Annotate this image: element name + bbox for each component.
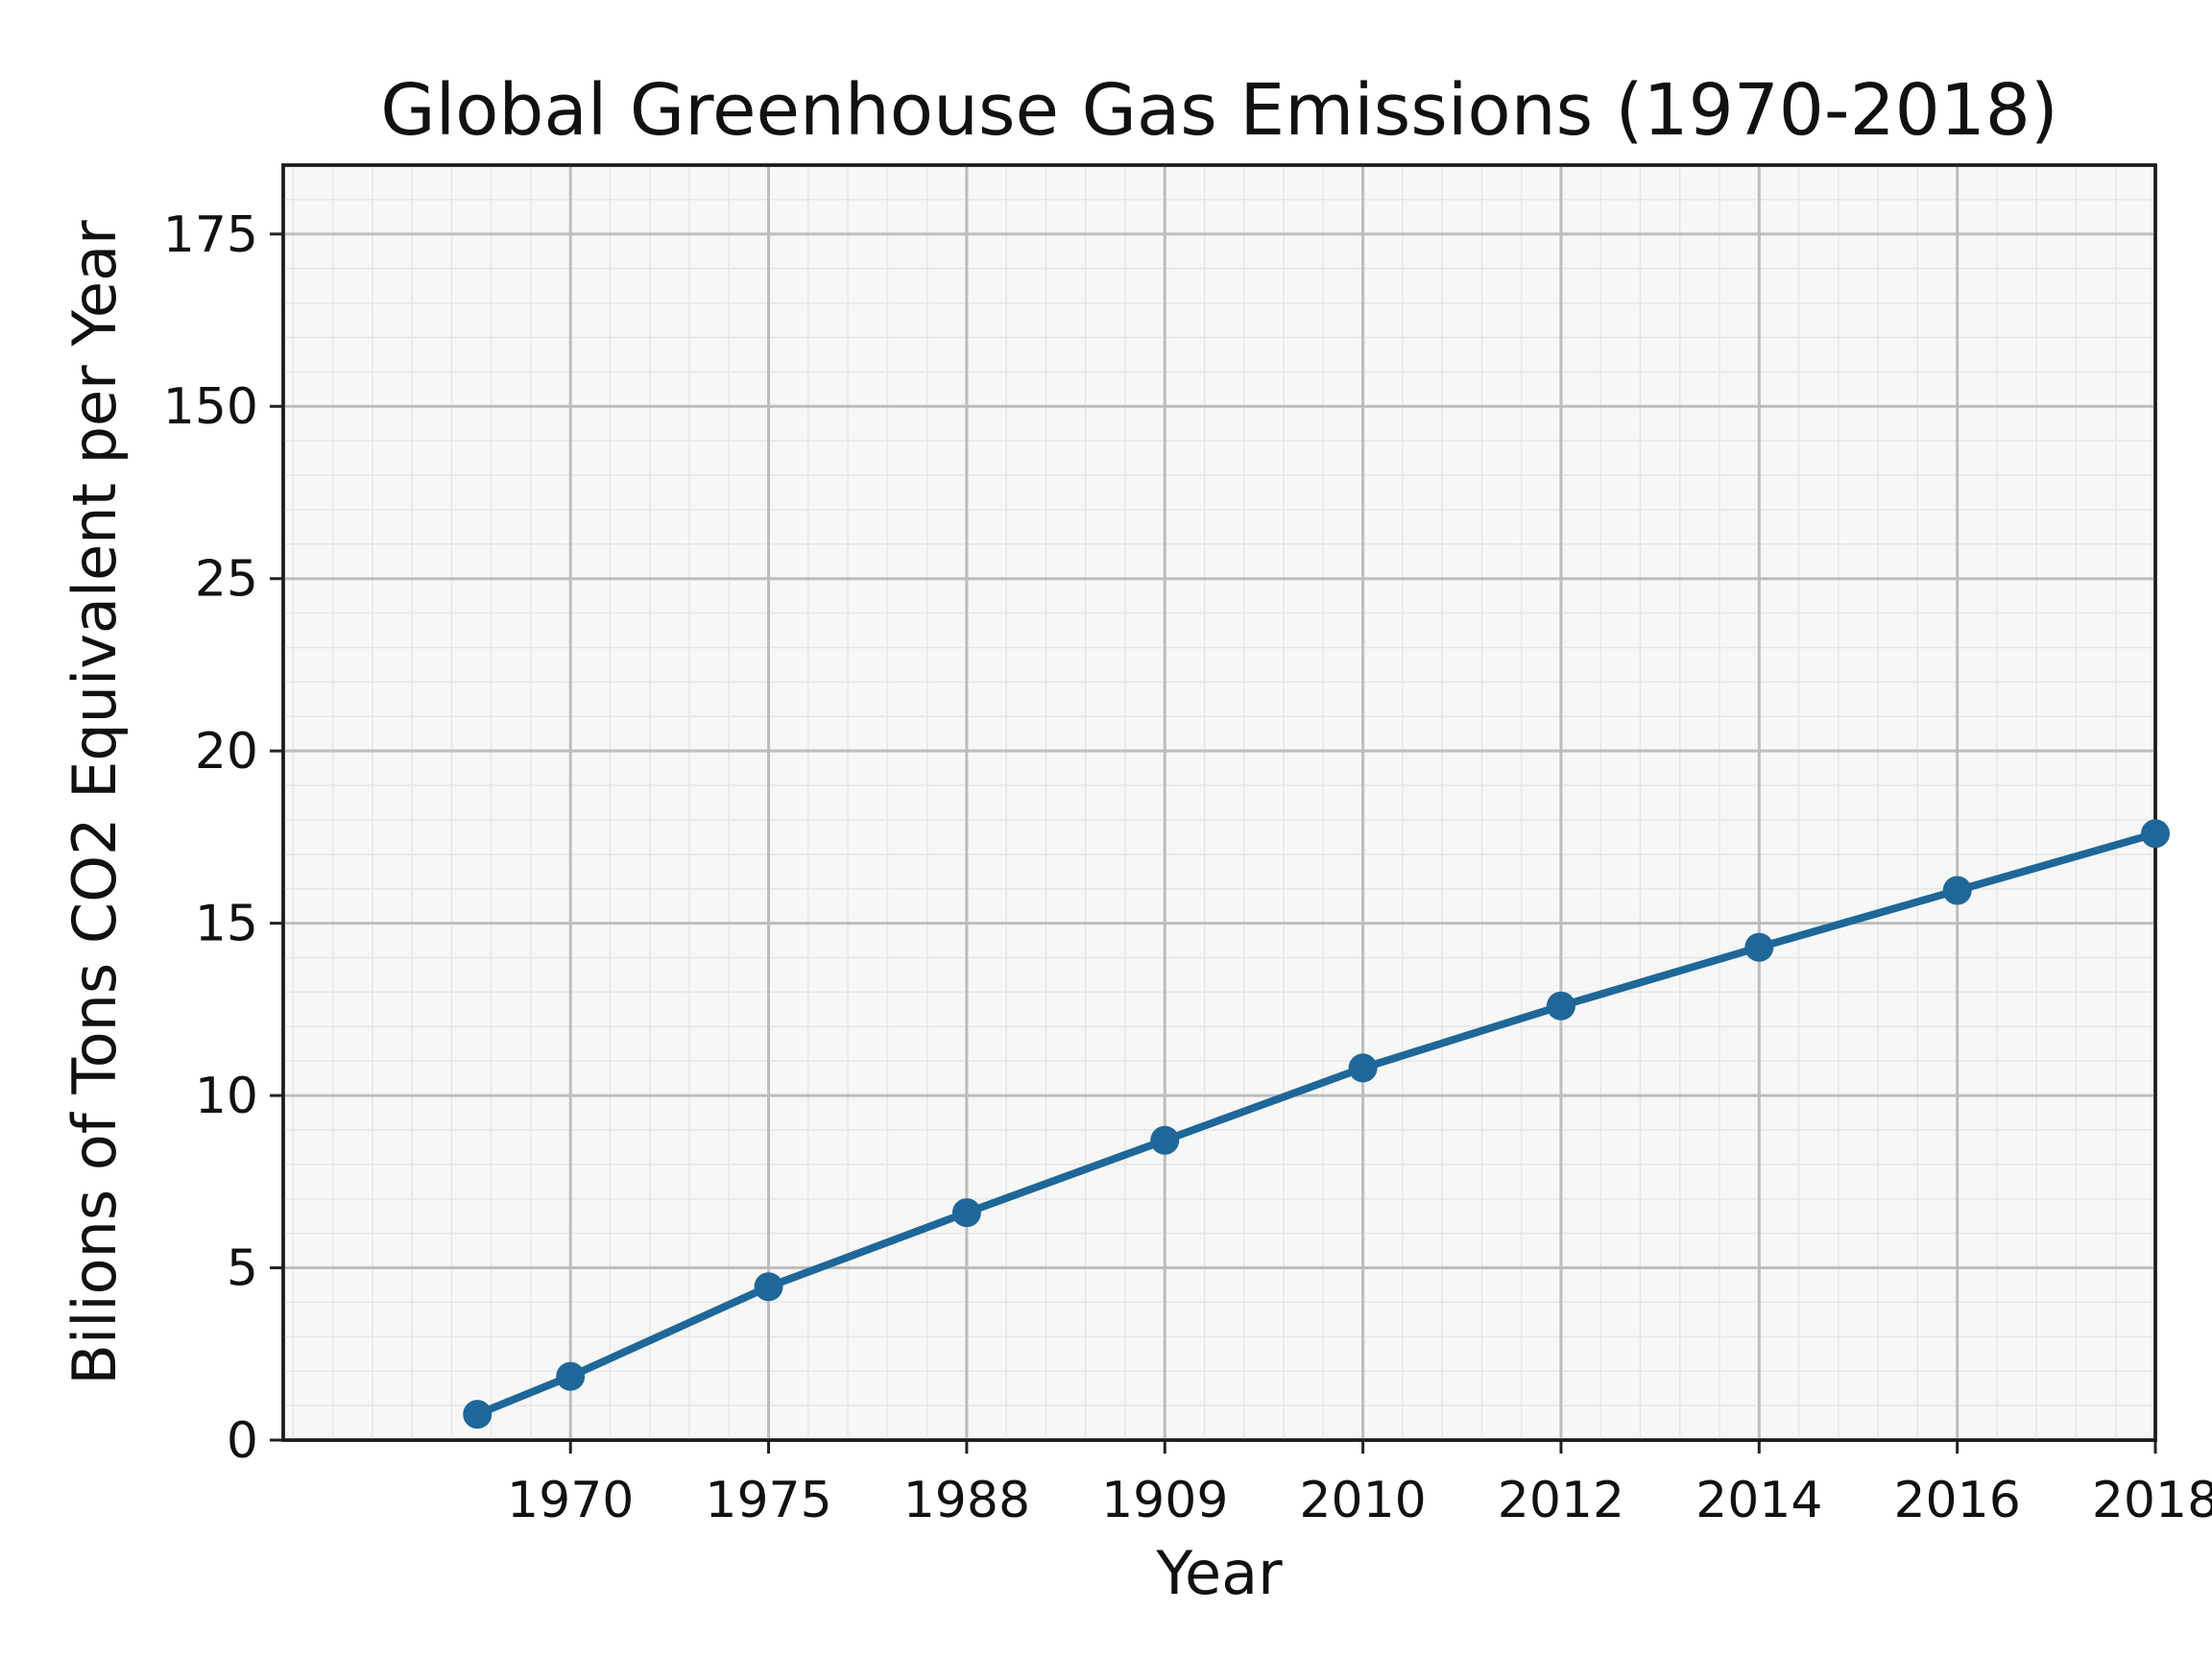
y-axis-label: Bilions of Tons CO2 Equivalent per Year [60, 220, 130, 1385]
y-tick-label: 10 [195, 1068, 258, 1125]
y-tick-label: 175 [163, 206, 258, 264]
x-tick-label: 1975 [705, 1472, 831, 1529]
data-point [1546, 991, 1575, 1021]
x-tick-label: 2018 [2092, 1472, 2212, 1529]
plot-area [281, 163, 2157, 1442]
x-tick-label: 1988 [903, 1472, 1030, 1529]
data-point [1348, 1053, 1378, 1083]
y-tick-label: 20 [195, 723, 258, 781]
x-axis-ticks: 1970 1975 1988 1909 2010 2012 2014 2016 2018 [507, 1440, 2212, 1529]
series-layer [463, 819, 2170, 1430]
y-tick-label: 5 [227, 1240, 258, 1298]
data-point [463, 1400, 493, 1430]
y-tick-label: 0 [227, 1412, 258, 1470]
data-point [2141, 819, 2170, 849]
x-tick-label: 2010 [1299, 1472, 1426, 1529]
y-tick-label: 15 [195, 896, 258, 953]
data-point [754, 1272, 783, 1302]
y-tick-label: 150 [163, 378, 258, 436]
y-axis-ticks: 0 5 10 15 20 25 150 175 [163, 206, 283, 1470]
x-tick-label: 1909 [1101, 1472, 1228, 1529]
data-point [1942, 876, 1972, 905]
y-tick-label: 25 [195, 551, 258, 609]
data-point [1150, 1125, 1180, 1155]
series-line [473, 830, 2159, 1419]
x-axis-label: Year [1155, 1538, 1283, 1608]
chart-title: Global Greenhouse Gas Emissions (1970-20… [380, 69, 2058, 152]
x-tick-label: 2016 [1893, 1472, 2020, 1529]
data-point [556, 1361, 586, 1391]
data-point [951, 1198, 981, 1228]
minor-grid [283, 164, 2156, 1441]
x-tick-label: 2012 [1498, 1472, 1624, 1529]
data-point [1744, 932, 1774, 962]
plot-border [281, 163, 2157, 1442]
x-tick-label: 1970 [507, 1472, 634, 1529]
x-tick-label: 2014 [1695, 1472, 1822, 1529]
